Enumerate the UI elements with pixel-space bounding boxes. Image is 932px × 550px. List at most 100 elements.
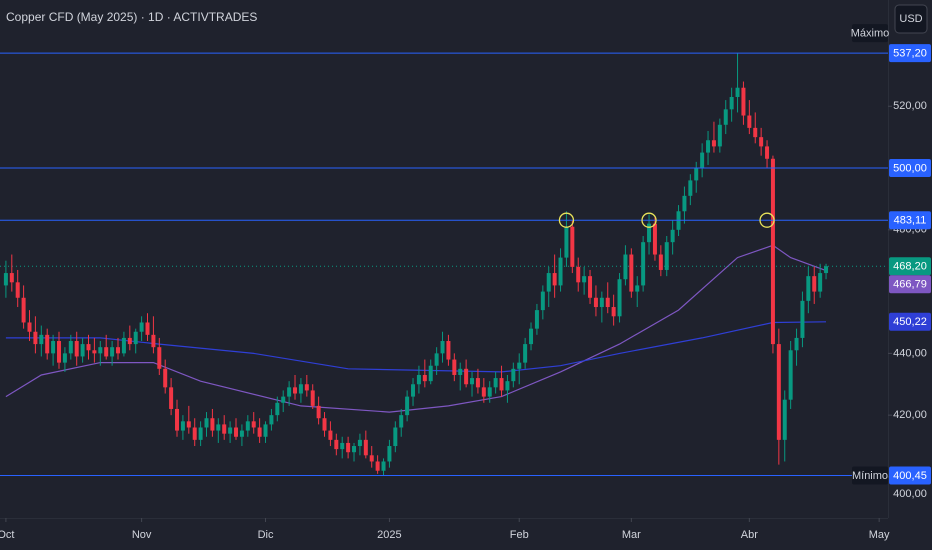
candle-body <box>405 396 410 416</box>
candle-body <box>599 297 604 308</box>
last-price-label-box <box>889 257 931 276</box>
candle-body <box>222 424 227 434</box>
level-label: 400,45 <box>889 466 931 485</box>
currency-label[interactable]: USD <box>899 13 922 25</box>
candle-body <box>210 418 215 431</box>
level-label-text: 537,20 <box>893 48 927 60</box>
candle-body <box>517 362 522 369</box>
ma-value-label-text: 450,22 <box>893 316 927 328</box>
candle-body <box>558 257 563 286</box>
candle-body <box>824 266 829 274</box>
candle-body <box>263 424 268 437</box>
candle-body <box>399 415 404 428</box>
level-label: 537,20 <box>889 44 931 63</box>
level-label: 500,00 <box>889 159 931 178</box>
highlight-circle <box>558 212 575 228</box>
candle-body <box>163 368 168 388</box>
x-tick-label: Abr <box>741 529 758 541</box>
candle-body <box>257 427 262 437</box>
candle-body <box>770 158 775 345</box>
candle-body <box>452 359 457 375</box>
candle-body <box>529 328 534 345</box>
candle-body <box>133 331 138 345</box>
chart-title: Copper CFD (May 2025) · 1D · ACTIVTRADES <box>6 10 257 24</box>
candle-body <box>570 226 575 267</box>
candle-body <box>281 396 286 403</box>
candle-body <box>434 353 439 366</box>
candle-body <box>617 279 622 317</box>
candle-body <box>446 341 451 360</box>
currency-button-box[interactable] <box>894 4 928 34</box>
candle-body <box>664 242 669 270</box>
candle-body <box>45 334 50 354</box>
candle-body <box>416 374 421 385</box>
candle-body <box>812 276 817 292</box>
x-tick-label: May <box>869 529 890 541</box>
candle-body <box>298 384 303 394</box>
candle-body <box>647 223 652 243</box>
candle-body <box>57 341 62 363</box>
candle-body <box>582 276 587 283</box>
ma-value-label: 450,22 <box>889 312 931 331</box>
candle-body <box>428 365 433 382</box>
level-label-text: 400,45 <box>893 470 927 482</box>
candle-body <box>458 368 463 375</box>
candle-body <box>694 168 699 181</box>
ma-value-label: 466,79 <box>889 275 931 294</box>
last-price-label-text: 468,20 <box>893 261 927 273</box>
candle-body <box>564 226 569 258</box>
candle-body <box>523 344 528 363</box>
candle-body <box>440 341 445 354</box>
candle-body <box>511 368 516 382</box>
candle-body <box>287 387 292 397</box>
candle-body <box>192 427 197 440</box>
level-name-text: Mínimo <box>852 470 888 482</box>
candle-body <box>411 384 416 397</box>
level-name: Máximo <box>851 24 889 43</box>
candle-body <box>110 347 115 357</box>
level-label-box <box>889 159 931 178</box>
candle-body <box>540 291 545 311</box>
candle-body <box>239 430 244 437</box>
candle-body <box>493 378 498 388</box>
candle-body <box>346 442 351 453</box>
candle-body <box>245 421 250 431</box>
candle-body <box>127 337 132 345</box>
candle-body <box>759 137 764 147</box>
level-label-box <box>889 211 931 230</box>
candle-body <box>204 418 209 428</box>
candle-body <box>499 378 504 391</box>
x-tick-label: Oct <box>0 529 14 541</box>
candle-body <box>234 427 239 437</box>
candle-body <box>352 446 357 453</box>
candle-body <box>552 273 557 286</box>
ma-value-label-box <box>889 275 931 294</box>
candle-body <box>328 430 333 440</box>
candle-body <box>481 387 486 397</box>
level-name-box <box>852 24 888 43</box>
candle-body <box>121 337 126 354</box>
candle-body <box>593 297 598 308</box>
candle-body <box>794 337 799 351</box>
level-name: Mínimo <box>852 466 888 485</box>
candle-body <box>747 115 752 128</box>
candle-body <box>700 152 705 169</box>
candle-body <box>304 384 309 391</box>
candle-body <box>470 378 475 385</box>
candle-body <box>228 427 233 434</box>
x-tick-label: Dic <box>258 529 274 541</box>
currency-button[interactable]: USD <box>894 4 928 34</box>
candle-body <box>151 334 156 348</box>
candle-body <box>464 368 469 385</box>
last-price-label: 468,20 <box>889 257 931 276</box>
candle-body <box>393 427 398 447</box>
y-tick-label: 440,00 <box>893 347 927 359</box>
candle-body <box>180 421 185 431</box>
candle-body <box>269 415 274 425</box>
candle-body <box>788 350 793 400</box>
level-label-box <box>889 466 931 485</box>
candle-body <box>275 402 280 416</box>
